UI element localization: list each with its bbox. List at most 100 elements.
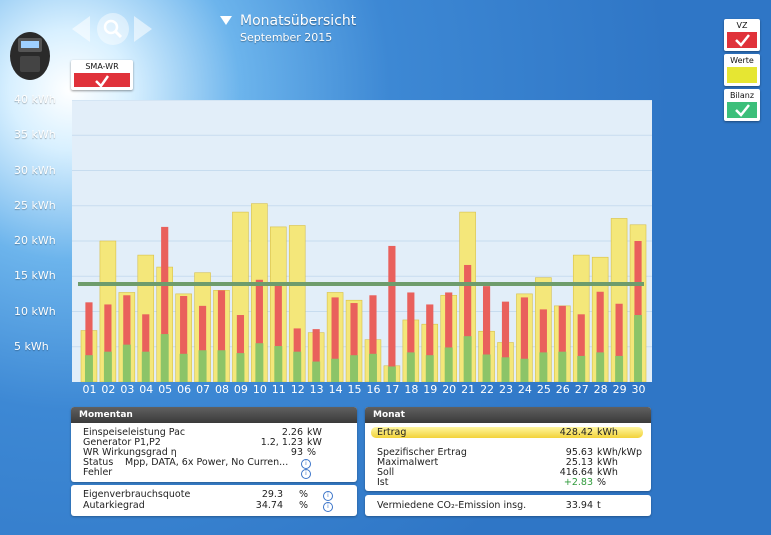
bar-consumption-30	[634, 241, 642, 382]
x-tick-label: 13	[309, 383, 324, 396]
bar-consumption-05	[161, 226, 169, 382]
soll-label: Soll	[377, 467, 395, 478]
x-tick-label: 16	[366, 383, 381, 396]
momentan-label-pac: Einspeiseleistung Pac	[83, 427, 186, 438]
bar-consumption-10	[255, 279, 263, 382]
ertrag-highlight-bar	[371, 427, 643, 438]
momentan-unit-pac: kW	[307, 427, 322, 438]
bar-consumption-16	[369, 295, 377, 382]
x-tick-label: 01	[82, 383, 97, 396]
y-tick-label: 20 kWh	[14, 234, 56, 247]
bar-consumption-06	[180, 295, 188, 382]
bilanz-toggle-button[interactable]: Bilanz	[724, 89, 760, 121]
momentan-value-wirkungsgrad: 93	[290, 447, 303, 458]
bar-consumption-15	[350, 303, 358, 382]
bar-consumption-27	[577, 314, 585, 382]
bar-consumption-09	[236, 315, 245, 382]
y-tick-label: 5 kWh	[14, 339, 49, 353]
status-info-icon[interactable]: i	[301, 457, 311, 469]
eigenverbrauch-info-icon[interactable]: i	[323, 489, 333, 501]
bar-selfuse-23	[501, 357, 510, 382]
eigenverbrauchsquote-unit: %	[299, 489, 309, 500]
ist-label: Ist	[377, 477, 389, 488]
x-tick-label: 03	[120, 383, 135, 396]
x-tick-label: 06	[177, 383, 192, 396]
search-icon[interactable]	[96, 12, 130, 50]
x-tick-label: 25	[536, 383, 551, 396]
bar-consumption-23	[501, 301, 510, 382]
nav-forward-icon[interactable]	[132, 14, 154, 48]
ist-unit: %	[597, 477, 607, 488]
y-tick-label: 10 kWh	[14, 304, 56, 318]
bar-selfuse-22	[482, 354, 491, 382]
x-tick-label: 28	[593, 383, 608, 396]
bar-consumption-11	[274, 283, 282, 382]
maximalwert-value: 25.13	[565, 457, 593, 468]
ertrag-value: 428.42	[559, 427, 593, 438]
autarkiegrad-value: 34.74	[255, 500, 283, 511]
momentan-label-fehler: Fehler	[83, 467, 113, 478]
nav-back-icon[interactable]	[70, 14, 92, 48]
x-tick-label: 29	[612, 383, 627, 396]
y-tick-label: 30 kWh	[14, 163, 56, 177]
bar-selfuse-03	[122, 344, 131, 382]
bilanz-check-icon	[727, 102, 757, 118]
co2-unit: t	[597, 500, 601, 511]
bar-consumption-26	[558, 305, 566, 382]
bar-selfuse-18	[406, 352, 415, 382]
werte-swatch	[727, 67, 757, 83]
device-button-sma-wr[interactable]: SMA-WR	[71, 60, 133, 90]
bar-selfuse-20	[444, 347, 453, 382]
bar-selfuse-10	[255, 343, 264, 382]
bar-selfuse-13	[312, 361, 321, 382]
bar-selfuse-17	[387, 366, 396, 382]
x-tick-label: 15	[347, 383, 362, 396]
momentan-unit-wirkungsgrad: %	[307, 447, 317, 458]
autarkiegrad-unit: %	[299, 500, 309, 511]
vz-toggle-button[interactable]: VZ	[724, 19, 760, 51]
bilanz-toggle-label: Bilanz	[729, 91, 755, 100]
bar-selfuse-09	[236, 353, 245, 382]
x-tick-label: 20	[442, 383, 457, 396]
bar-consumption-29	[615, 303, 623, 382]
y-tick-label: 15 kWh	[14, 269, 56, 283]
x-tick-label: 26	[555, 383, 570, 396]
werte-toggle-label: Werte	[730, 56, 754, 65]
y-tick-label: 35 kWh	[14, 128, 56, 142]
x-tick-label: 23	[499, 383, 513, 396]
x-tick-label: 07	[196, 383, 211, 396]
bar-consumption-25	[539, 309, 547, 382]
werte-toggle-button[interactable]: Werte	[724, 54, 760, 86]
bar-selfuse-07	[198, 350, 207, 382]
bar-selfuse-11	[274, 346, 283, 382]
spezifischer-ertrag-value: 95.63	[565, 447, 593, 458]
collapse-arrow-icon[interactable]	[220, 16, 232, 25]
bar-consumption-02	[104, 304, 112, 382]
monat-title: Monat	[365, 407, 651, 423]
bar-selfuse-21	[463, 336, 472, 382]
autarkiegrad-info-icon[interactable]: i	[323, 500, 333, 512]
chart-plot-area	[72, 99, 652, 383]
vz-check-icon	[727, 32, 757, 48]
x-tick-label: 27	[574, 383, 589, 396]
fehler-info-icon[interactable]: i	[301, 467, 311, 479]
meter-icon	[8, 30, 52, 82]
bar-selfuse-02	[103, 351, 112, 382]
bar-selfuse-12	[293, 351, 302, 382]
x-tick-label: 04	[139, 383, 154, 396]
spezifischer-ertrag-label: Spezifischer Ertrag	[377, 447, 467, 458]
momentan-unit-generator: kW	[307, 437, 322, 448]
bar-selfuse-01	[84, 355, 93, 382]
maximalwert-label: Maximalwert	[377, 457, 439, 468]
momentan-label-status: Status	[83, 457, 114, 468]
ertrag-label: Ertrag	[377, 427, 407, 438]
page-subtitle: September 2015	[240, 31, 333, 44]
bar-consumption-28	[596, 291, 604, 382]
bar-consumption-24	[520, 297, 529, 382]
bar-consumption-03	[123, 295, 131, 382]
device-button-label: SMA-WR	[85, 62, 119, 71]
bar-selfuse-16	[368, 353, 377, 382]
bar-consumption-20	[445, 292, 453, 382]
bar-selfuse-25	[539, 352, 548, 382]
bar-consumption-13	[312, 329, 320, 382]
